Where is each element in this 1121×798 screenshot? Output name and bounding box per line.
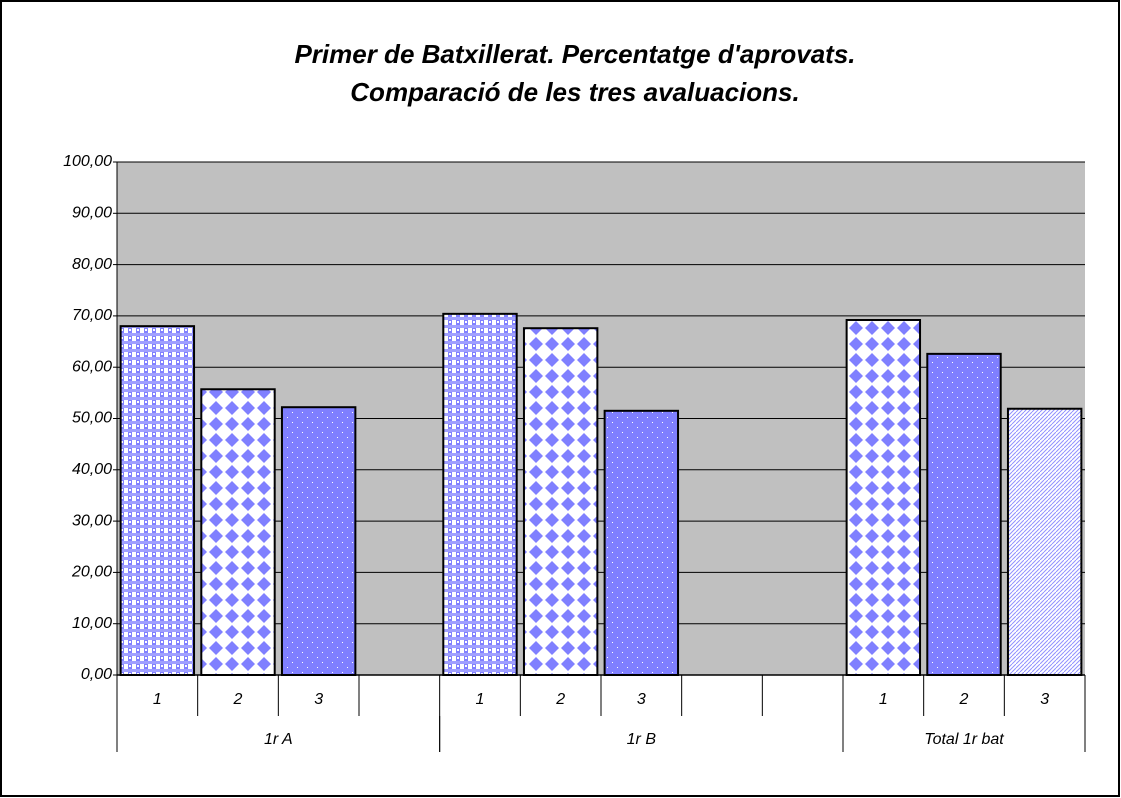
y-tick-label: 30,00 [72, 512, 112, 529]
y-tick-label: 20,00 [71, 564, 112, 581]
bar [200, 388, 276, 676]
x-tick-label: 1 [476, 691, 485, 708]
x-tick-label: 1 [879, 691, 888, 708]
y-tick-label: 40,00 [72, 461, 112, 478]
y-tick-label: 10,00 [72, 615, 112, 632]
x-tick-label: 3 [637, 691, 646, 708]
bar [442, 312, 518, 676]
group-label: 1r A [264, 731, 293, 748]
x-tick-label: 3 [1040, 691, 1049, 708]
x-tick-label: 1 [153, 691, 162, 708]
bar [1006, 407, 1083, 676]
bar [522, 327, 599, 676]
bar [926, 352, 1002, 676]
chart-title: Primer de Batxillerat. Percentatge d'apr… [294, 39, 855, 69]
group-label: 1r B [627, 731, 657, 748]
group-label: Total 1r bat [924, 731, 1004, 748]
x-tick-label: 2 [959, 691, 969, 708]
x-tick-label: 2 [555, 691, 565, 708]
x-tick-label: 3 [314, 691, 323, 708]
bar [603, 409, 680, 676]
bar [280, 406, 357, 676]
y-tick-label: 80,00 [72, 256, 112, 273]
x-tick-label: 2 [233, 691, 243, 708]
y-tick-label: 0,00 [81, 666, 112, 683]
y-tick-label: 100,00 [63, 153, 112, 170]
y-tick-label: 50,00 [72, 410, 112, 427]
chart-title: Comparació de les tres avaluacions. [350, 77, 799, 107]
y-tick-label: 90,00 [72, 205, 112, 222]
bar [119, 325, 196, 676]
y-tick-label: 70,00 [72, 307, 112, 324]
bar [845, 319, 922, 676]
y-tick-label: 60,00 [72, 358, 112, 375]
